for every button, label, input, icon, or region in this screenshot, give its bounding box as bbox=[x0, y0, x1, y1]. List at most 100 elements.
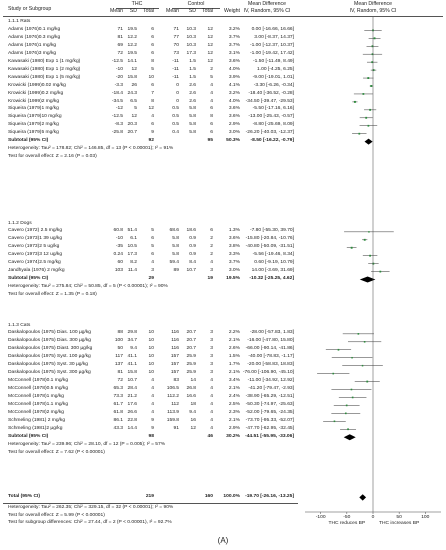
control-sd: 25.9 bbox=[186, 362, 196, 368]
control-sd: 12 bbox=[190, 425, 196, 431]
control-total: 2 bbox=[210, 244, 213, 250]
study-weight: 3.7% bbox=[228, 34, 240, 40]
control-mean: 112 bbox=[171, 402, 179, 407]
thc-mean: -34.5 bbox=[111, 98, 123, 104]
study-weight: 3.6% bbox=[228, 236, 240, 242]
group-rule-thc bbox=[116, 7, 159, 9]
effect-point bbox=[358, 132, 361, 135]
control-total: 4 bbox=[210, 98, 213, 104]
total-label: Total (95% CI) bbox=[8, 494, 40, 499]
study-name: Adams (1976)3 mg/kg bbox=[8, 50, 57, 56]
thc-sd: 10.5 bbox=[127, 244, 137, 250]
control-total: 4 bbox=[210, 82, 213, 88]
thc-sd: 12.2 bbox=[127, 42, 137, 48]
control-mean: 71 bbox=[173, 26, 179, 32]
effect-point bbox=[368, 231, 370, 233]
thc-mean: 137 bbox=[114, 362, 123, 368]
thc-mean: -12.5 bbox=[111, 58, 123, 64]
thc-mean: -35 bbox=[115, 244, 123, 250]
control-mean: 0 bbox=[176, 82, 179, 88]
thc-sd: 12 bbox=[131, 66, 137, 72]
thc-sd: 26.6 bbox=[127, 409, 137, 415]
control-mean: 83 bbox=[173, 378, 179, 384]
thc-total: 12 bbox=[148, 106, 154, 112]
control-total: 4 bbox=[210, 402, 213, 407]
thc-mean: 71 bbox=[117, 26, 123, 32]
study-ci: -9.00 [-19.01, 1.01] bbox=[252, 74, 294, 80]
control-sd: 5.8 bbox=[189, 122, 196, 128]
thc-total: 6 bbox=[151, 82, 154, 88]
subgroup-differences-text: Test for subgroup differences: Chi² = 27… bbox=[8, 520, 172, 525]
thc-total: 9 bbox=[151, 130, 154, 136]
study-ci: -26.20 [-40.03, -12.37] bbox=[245, 130, 294, 136]
control-total: 2 bbox=[210, 66, 213, 72]
thc-mean: -8.3 bbox=[114, 122, 123, 128]
study-name: Cavero (1973)1 39 ug/kg bbox=[8, 236, 63, 242]
control-total: 3 bbox=[210, 370, 213, 376]
study-name: Daskalopoulos (1975) Diast. 300 µg/kg bbox=[8, 346, 93, 352]
thc-mean: 103 bbox=[114, 268, 123, 274]
thc-sd: 19.5 bbox=[127, 50, 137, 56]
control-sd: 5.8 bbox=[189, 106, 196, 112]
effect-point bbox=[362, 93, 365, 95]
thc-mean: -12 bbox=[115, 106, 123, 112]
thc-total: 10 bbox=[148, 370, 154, 376]
control-sd: 10.3 bbox=[186, 34, 196, 40]
thc-mean: 117 bbox=[115, 354, 123, 360]
effect-point bbox=[372, 69, 375, 72]
study-name: Siqueira (1979)10 mg/kg bbox=[8, 114, 62, 120]
effect-point bbox=[357, 333, 360, 335]
effect-point bbox=[371, 61, 374, 64]
thc-sd: 19.5 bbox=[127, 26, 137, 32]
study-weight: 1.3% bbox=[228, 228, 240, 234]
figure-label: (A) bbox=[217, 536, 229, 545]
column-header-weight: Weight bbox=[223, 8, 240, 14]
thc-mean: 61.8 bbox=[113, 409, 123, 415]
effect-point bbox=[367, 77, 370, 80]
control-total: 4 bbox=[210, 378, 213, 384]
x-axis-tick-label: 100 bbox=[421, 514, 430, 520]
control-sd: 0.9 bbox=[189, 236, 196, 242]
control-sd: 16 bbox=[190, 417, 196, 423]
study-ci: -40.00 [-78.83, -1.17] bbox=[248, 354, 294, 360]
thc-total: 4 bbox=[151, 114, 154, 120]
study-name: Cavero (1973)3 12 ug/kg bbox=[8, 252, 63, 258]
effect-point bbox=[344, 412, 347, 415]
thc-sd: 9.4 bbox=[130, 346, 137, 352]
study-weight: 3.1% bbox=[228, 50, 240, 56]
study-ci: -66.00 [-90.14, -41.86] bbox=[245, 346, 294, 352]
control-total: 6 bbox=[210, 228, 213, 234]
footer-rule bbox=[3, 503, 298, 504]
control-total: 3 bbox=[210, 338, 213, 344]
total-control-total: 160 bbox=[204, 494, 213, 499]
control-mean: 113.9 bbox=[167, 409, 179, 415]
total-overall-effect-text: Test for overall effect: Z = 5.99 (P < 0… bbox=[8, 512, 105, 518]
control-total: 3 bbox=[210, 268, 213, 274]
control-sd: 1.5 bbox=[189, 66, 196, 72]
study-name: Krowicki (1999)0.2 mg/kg bbox=[8, 90, 64, 96]
study-weight: 2.4% bbox=[228, 394, 240, 400]
study-name: Daskalopoulos (1975) Dias. 100 µg/kg bbox=[8, 330, 92, 336]
thc-sd: 28.4 bbox=[127, 386, 137, 392]
control-total: 5 bbox=[210, 74, 213, 80]
x-axis-tick-label: -100 bbox=[315, 514, 326, 520]
control-mean: 70 bbox=[173, 42, 179, 48]
study-ci: -13.00 [-25.43, -0.57] bbox=[248, 114, 294, 120]
study-ci: 3.00 [-8.37, 14.37] bbox=[254, 34, 294, 40]
study-ci: -5.50 [-17.16, 6.16] bbox=[252, 106, 294, 112]
axis-label-left: THC reduces BP bbox=[328, 521, 366, 526]
thc-total: 10 bbox=[148, 74, 154, 80]
subtotal-label: Subtotal (95% CI) bbox=[8, 433, 49, 439]
thc-total: 5 bbox=[151, 66, 154, 72]
study-weight: 2.9% bbox=[228, 122, 240, 128]
study-name: Cavero (1973)2 5 ug/kg bbox=[8, 244, 60, 250]
thc-sd: 14.4 bbox=[127, 425, 137, 431]
study-name: Cavero (1972) 2.5 mg/kg bbox=[8, 228, 63, 234]
effect-point bbox=[367, 124, 370, 127]
x-axis-tick-label: 0 bbox=[371, 514, 375, 520]
control-total: 3 bbox=[210, 354, 213, 360]
control-total: 3 bbox=[210, 330, 213, 336]
study-ci: -50.30 [-74.97, -25.63] bbox=[245, 402, 294, 407]
effect-point bbox=[365, 116, 368, 119]
control-mean: 0.5 bbox=[172, 106, 179, 112]
